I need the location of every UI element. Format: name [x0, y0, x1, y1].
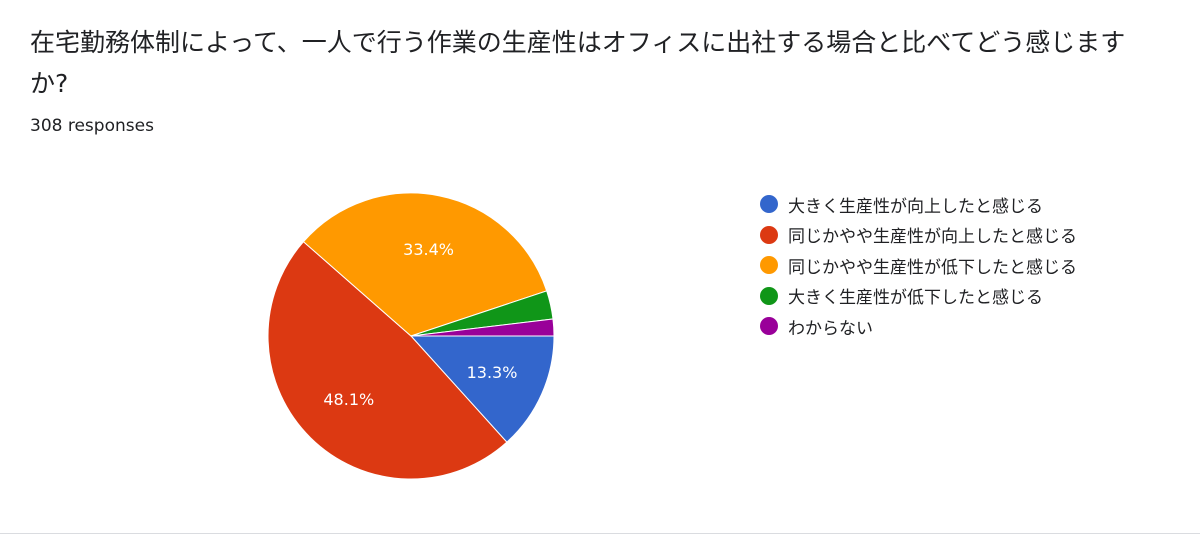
pie-slice-3[interactable]: [302, 192, 548, 337]
legend-item-3[interactable]: 同じかやや生産性が低下したと感じる: [760, 250, 1077, 281]
legend-item-5[interactable]: わからない: [760, 311, 1077, 342]
legend-label: 同じかやや生産性が向上したと感じる: [788, 227, 1077, 248]
chart-legend: 大きく生産性が向上したと感じる同じかやや生産性が向上したと感じる 同じかやや生産性…: [760, 189, 1077, 342]
legend-label: 大きく生産性が低下したと感じる: [788, 288, 1043, 309]
pie-slice-1[interactable]: [409, 335, 555, 443]
legend-swatch-icon: [760, 225, 778, 244]
pie-slice-label-1: 13.3%: [467, 363, 518, 382]
legend-label: 同じかやや生産性が低下したと感じる: [788, 257, 1077, 278]
legend-item-1[interactable]: 大きく生産性が向上したと感じる: [760, 189, 1077, 220]
pie-slice-5[interactable]: [410, 318, 555, 337]
question-title: 在宅勤務体制によって、一人で行う作業の生産性はオフィスに出社する場合と比べてどう…: [30, 28, 1126, 98]
response-count: 308 responses: [30, 116, 154, 136]
legend-item-2[interactable]: 同じかやや生産性が向上したと感じる: [760, 220, 1077, 251]
pie-slice-2[interactable]: [267, 240, 508, 480]
legend-swatch-icon: [760, 195, 778, 214]
legend-swatch-icon: [760, 317, 778, 336]
legend-swatch-icon: [760, 286, 778, 305]
legend-label: 大きく生産性が向上したと感じる: [788, 196, 1043, 217]
legend-item-4[interactable]: 大きく生産性が低下したと感じる: [760, 281, 1077, 312]
pie-slice-label-3: 33.4%: [403, 240, 454, 259]
pie-slice-label-2: 48.1%: [323, 390, 374, 409]
pie-chart: 13.3% 48.1% 33.4%: [267, 192, 555, 480]
legend-label: わからない: [788, 318, 873, 339]
legend-swatch-icon: [760, 256, 778, 275]
